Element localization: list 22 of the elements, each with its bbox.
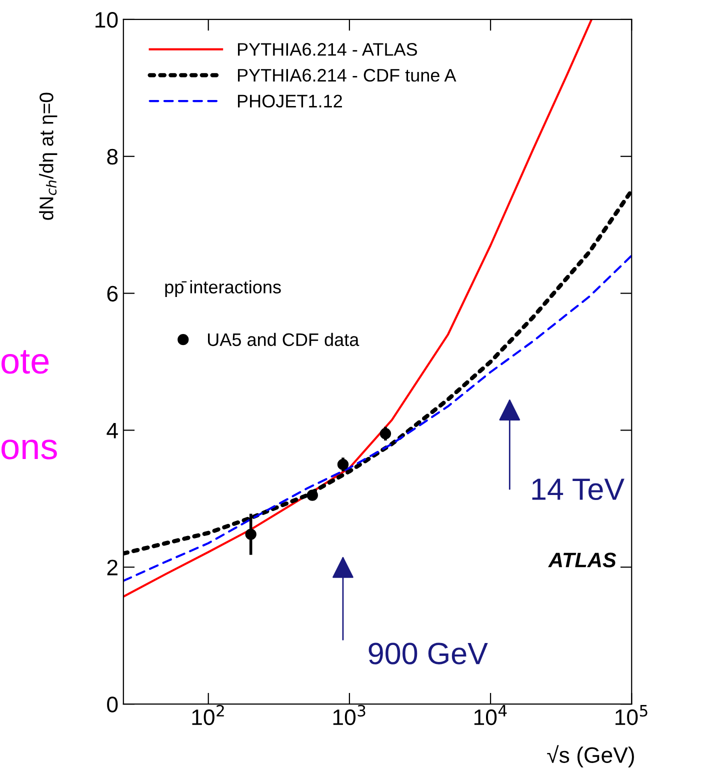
x-tick-label: 10$^{4}$ [474, 705, 507, 726]
y-axis-title: dN$_{ch}$/dη at η=0 [39, 92, 58, 220]
legend-label: PYTHIA6.214 - CDF tune A [238, 68, 456, 82]
x-tick-label: 10$^{2}$ [192, 704, 224, 726]
x-tick-label: 10$^{3}$ [333, 704, 366, 726]
legend-label: PHOJET1.12 [238, 94, 342, 108]
y-tick-label: 4 [106, 423, 118, 438]
y-tick-label: 6 [107, 286, 118, 302]
x-axis-title: √s (GeV) [547, 745, 634, 768]
y-tick-label: 0 [107, 696, 118, 712]
legend-label: UA5 and CDF data [208, 332, 360, 346]
annotation: pp̄ interactions [165, 280, 281, 298]
legend-label: PYTHIA6.214 - ATLAS [238, 43, 417, 56]
y-tick-label: 8 [107, 148, 118, 165]
annotation: 14 TeV [532, 478, 624, 500]
x-tick-label: 10$^{5}$ [616, 705, 648, 726]
text: ons [2, 440, 57, 460]
y-tick-label: 10 [96, 12, 118, 28]
text: ote [2, 350, 49, 374]
annotation: ATLAS [548, 552, 616, 568]
annotation: 900 GeV [368, 642, 488, 664]
y-tick-label: 2 [107, 560, 118, 576]
